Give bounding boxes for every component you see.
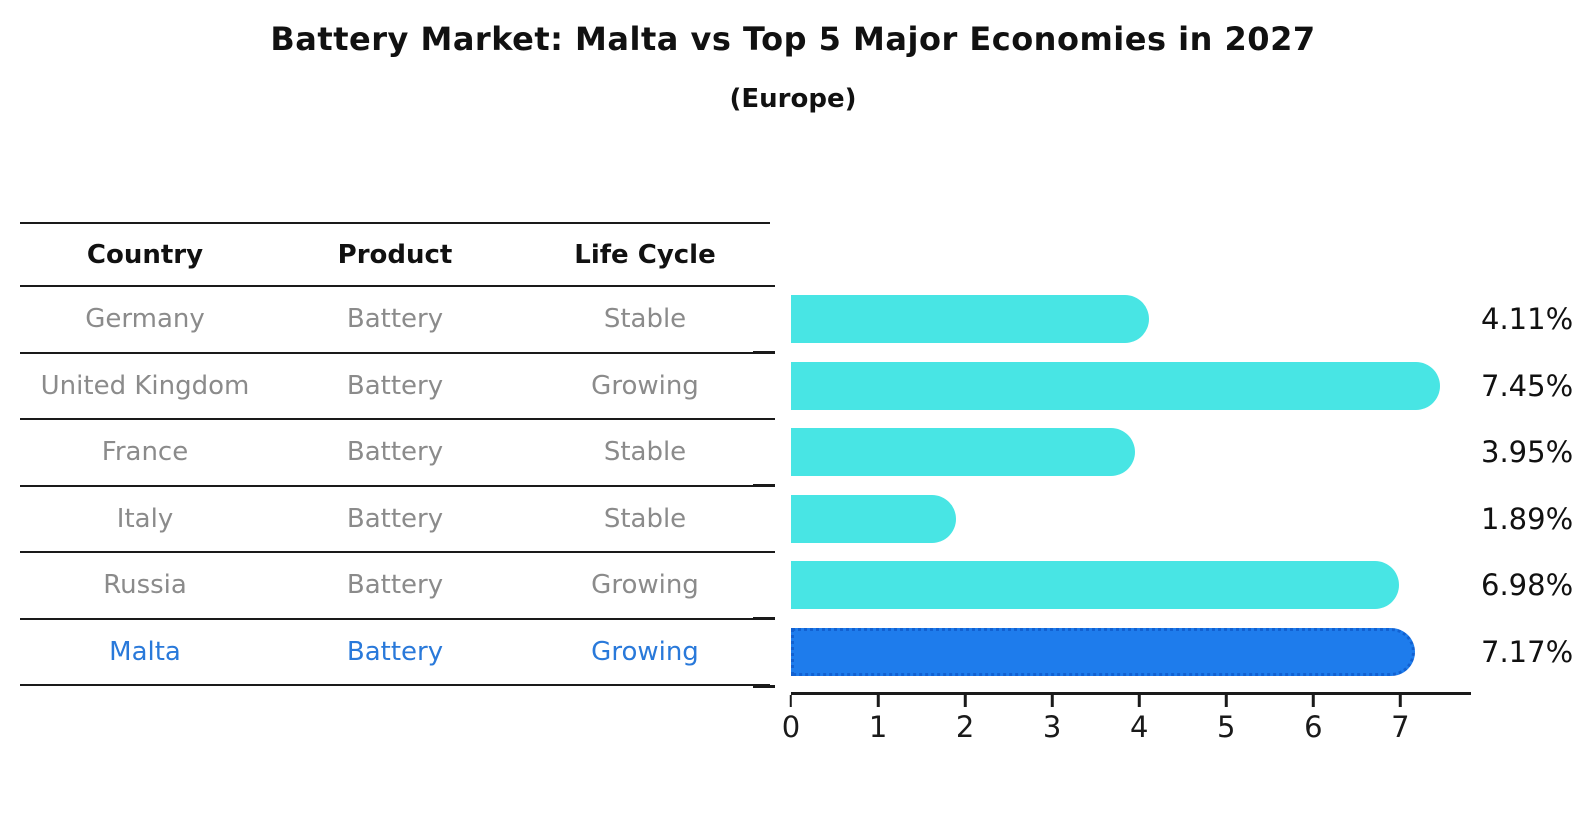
x-tick-mark <box>1312 695 1315 707</box>
value-label-italy: 1.89% <box>1481 501 1574 536</box>
x-tick-label: 0 <box>781 710 801 744</box>
x-tick-label: 6 <box>1304 710 1323 744</box>
x-tick-mark <box>1399 695 1402 707</box>
bar-row-germany <box>791 286 1470 353</box>
table-row-france: France Battery Stable <box>20 420 770 487</box>
y-tick-mark <box>753 685 775 688</box>
x-tick-1: 1 <box>869 695 887 744</box>
y-tick-mark <box>753 417 775 420</box>
cell-product: Battery <box>346 636 444 667</box>
x-tick-4: 4 <box>1130 695 1148 744</box>
x-tick-7: 7 <box>1391 695 1410 744</box>
bar-row-united-kingdom <box>791 353 1470 420</box>
cell-product: Battery <box>346 437 444 468</box>
bar-malta-highlighted <box>791 627 1416 676</box>
bar-row-russia <box>791 552 1470 619</box>
value-label-germany: 4.11% <box>1481 302 1574 337</box>
cell-lifecycle: Stable <box>603 437 687 468</box>
x-tick-mark <box>1050 695 1054 707</box>
x-tick-2: 2 <box>956 695 974 744</box>
y-tick-mark <box>753 617 775 620</box>
x-tick-mark <box>1224 695 1228 707</box>
x-tick-label: 4 <box>1129 710 1149 744</box>
y-tick-mark <box>753 484 775 487</box>
table-row-italy: Italy Battery Stable <box>20 487 770 553</box>
x-axis-line <box>791 692 1471 695</box>
table-row-russia: Russia Battery Growing <box>20 553 770 620</box>
bar-germany <box>791 295 1149 344</box>
table-row-malta: Malta Battery Growing <box>20 620 770 686</box>
x-tick-mark <box>876 695 880 707</box>
value-label-france: 3.95% <box>1481 435 1574 470</box>
cell-product: Battery <box>346 503 444 534</box>
x-tick-6: 6 <box>1304 695 1323 744</box>
cell-product: Battery <box>346 304 444 335</box>
x-tick-label: 2 <box>955 710 975 744</box>
x-tick-label: 5 <box>1217 710 1236 744</box>
table-row-germany: Germany Battery Stable <box>20 287 770 354</box>
cell-lifecycle: Growing <box>591 636 699 667</box>
value-label-malta: 7.17% <box>1481 634 1574 669</box>
bar-france <box>791 428 1135 477</box>
x-tick-label: 3 <box>1042 710 1062 744</box>
cell-country: Germany <box>85 304 205 335</box>
bar-russia <box>791 561 1399 610</box>
y-tick-mark <box>753 284 775 287</box>
bar-chart <box>753 284 1470 688</box>
col-header-product: Product <box>337 239 453 270</box>
cell-lifecycle: Stable <box>603 503 687 534</box>
x-tick-mark <box>789 695 793 707</box>
cell-country: Malta <box>109 636 181 667</box>
x-tick-5: 5 <box>1217 695 1235 744</box>
bar-row-malta <box>791 619 1470 686</box>
bar-united-kingdom <box>791 361 1440 410</box>
col-header-country: Country <box>86 239 204 270</box>
cell-lifecycle: Growing <box>591 570 699 601</box>
y-tick-mark <box>753 351 775 354</box>
x-tick-mark <box>1137 695 1141 707</box>
x-tick-label: 1 <box>868 710 888 744</box>
cell-country: Italy <box>116 503 174 534</box>
table-header-row: Country Product Life Cycle <box>20 222 770 287</box>
bar-italy <box>791 494 956 543</box>
x-tick-label: 7 <box>1391 710 1410 744</box>
data-table: Country Product Life Cycle Germany Batte… <box>20 222 770 686</box>
cell-product: Battery <box>346 570 444 601</box>
x-tick-mark <box>963 695 967 707</box>
x-tick-0: 0 <box>782 695 800 744</box>
cell-lifecycle: Stable <box>603 304 687 335</box>
cell-country: United Kingdom <box>40 370 250 401</box>
chart-subtitle: (Europe) <box>729 84 857 114</box>
x-tick-3: 3 <box>1043 695 1061 744</box>
chart-title: Battery Market: Malta vs Top 5 Major Eco… <box>270 20 1316 58</box>
value-label-united-kingdom: 7.45% <box>1481 368 1574 403</box>
value-labels: 4.11% 7.45% 3.95% 1.89% 6.98% 7.17% <box>1481 286 1585 685</box>
value-label-russia: 6.98% <box>1481 568 1574 603</box>
table-row-united-kingdom: United Kingdom Battery Growing <box>20 354 770 420</box>
bar-row-italy <box>791 486 1470 553</box>
bar-row-france <box>791 419 1470 486</box>
col-header-lifecycle: Life Cycle <box>574 239 716 270</box>
cell-product: Battery <box>346 370 444 401</box>
x-axis-ticks: 0 1 2 3 4 5 6 7 <box>782 695 1470 755</box>
y-tick-mark <box>753 550 775 553</box>
cell-country: France <box>101 437 189 468</box>
cell-lifecycle: Growing <box>591 370 699 401</box>
cell-country: Russia <box>103 570 187 601</box>
